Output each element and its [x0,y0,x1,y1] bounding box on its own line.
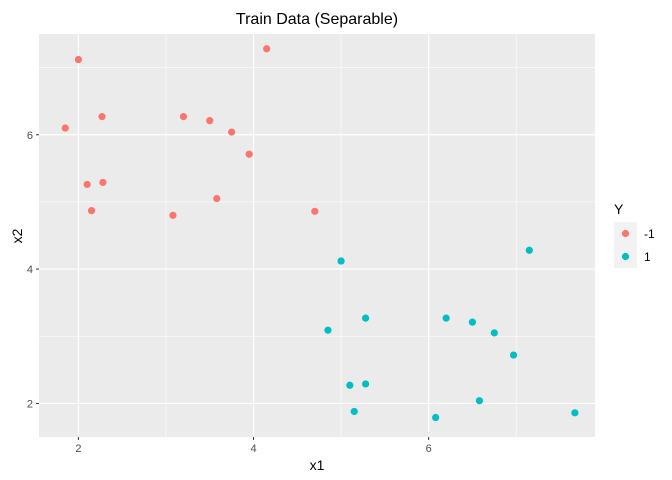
x-tick-label: 4 [250,443,256,455]
data-point-series-1 [571,409,579,417]
data-point-series-1 [475,397,484,405]
y-tick-label: 2 [27,398,33,410]
data-point-series-0 [99,178,107,187]
data-point-series-1 [346,381,354,389]
y-tick-label: 6 [27,130,33,142]
chart-title: Train Data (Separable) [236,11,398,28]
legend-title: Y [614,201,624,217]
data-point-series-0 [245,150,253,158]
data-points [61,45,579,422]
plot-panel [39,34,595,437]
x-tick-label: 6 [426,443,432,455]
data-point-series-0 [74,55,83,64]
y-axis: 2 4 6 [27,130,39,410]
data-point-series-1 [525,246,533,254]
y-axis-title: x2 [9,228,25,243]
legend-key-marker [621,252,630,261]
legend-key-marker [621,229,630,238]
data-point-series-0 [169,211,177,219]
data-point-series-0 [61,124,69,132]
data-point-series-1 [361,380,370,388]
legend-label: 1 [644,250,651,264]
legend-label: -1 [644,227,655,241]
x-tick-label: 2 [75,443,81,455]
data-point-series-0 [206,117,214,125]
data-point-series-1 [468,318,477,326]
data-point-series-1 [361,314,370,322]
data-point-series-0 [263,45,271,53]
data-point-series-1 [509,351,518,359]
data-point-series-0 [311,207,319,215]
data-point-series-0 [98,113,106,121]
grid-lines [39,34,595,437]
x-axis-title: x1 [310,457,325,473]
data-point-series-1 [442,314,450,322]
data-point-series-0 [179,113,188,121]
data-point-series-0 [228,128,236,136]
y-tick-label: 4 [27,264,33,276]
legend: Y -1 1 [614,201,655,268]
data-point-series-1 [490,329,498,337]
data-point-series-0 [213,194,221,203]
data-point-series-0 [83,180,91,189]
data-point-series-1 [324,326,332,334]
data-point-series-1 [350,407,358,416]
x-axis: 2 4 6 [75,437,432,455]
data-point-series-0 [87,207,96,215]
data-point-series-1 [432,413,440,422]
data-point-series-1 [337,257,345,265]
